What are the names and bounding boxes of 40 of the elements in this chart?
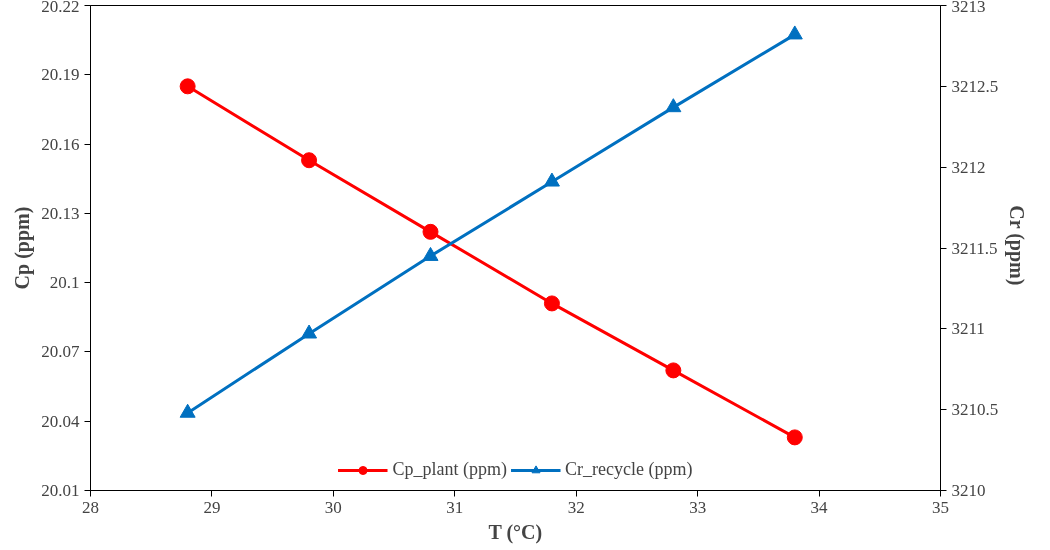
x-tick-label: 30 xyxy=(324,497,342,517)
point xyxy=(179,403,196,418)
point xyxy=(786,429,803,446)
y2-tick-label: 3212.5 xyxy=(951,76,999,96)
point xyxy=(422,223,439,240)
point xyxy=(301,324,318,339)
point xyxy=(786,25,803,40)
x-tick-label: 28 xyxy=(82,497,99,517)
y-tick-label: 20.19 xyxy=(41,65,80,85)
y-tick-label: 20.01 xyxy=(41,481,80,500)
y-tick-label: 20.22 xyxy=(41,0,80,16)
y-tick-label: 20.1 xyxy=(49,273,80,293)
y-tick-label: 20.04 xyxy=(41,411,80,431)
y-axis-title: Cp (ppm) xyxy=(11,206,35,290)
y-tick-label: 20.13 xyxy=(41,203,80,223)
point xyxy=(665,98,682,113)
point xyxy=(543,172,560,187)
point xyxy=(665,362,682,379)
y2-tick-label: 3211 xyxy=(951,319,985,339)
point xyxy=(543,295,560,312)
y-tick-label: 20.07 xyxy=(41,342,80,362)
x-tick-label: 29 xyxy=(203,497,221,517)
y2-axis-title: Cr (ppm) xyxy=(1005,205,1029,286)
point xyxy=(422,246,439,261)
point xyxy=(301,152,318,169)
y2-tick-label: 3211.5 xyxy=(951,238,998,258)
y2-tick-label: 3210.5 xyxy=(951,400,999,420)
x-tick-label: 32 xyxy=(567,497,585,517)
x-tick-label: 31 xyxy=(446,497,464,517)
x-tick-label: 35 xyxy=(932,497,949,517)
y2-tick-label: 3210 xyxy=(951,481,986,500)
x-axis-title: T (°C) xyxy=(488,520,543,544)
x-tick-label: 34 xyxy=(810,497,829,517)
y2-tick-label: 3212 xyxy=(951,157,986,177)
legend-label: Cr_recycle (ppm) xyxy=(565,459,693,480)
y2-tick-label: 3213 xyxy=(951,0,986,16)
point xyxy=(179,78,196,95)
y-tick-label: 20.16 xyxy=(41,134,80,154)
x-tick-label: 33 xyxy=(689,497,707,517)
legend-label: Cp_plant (ppm) xyxy=(392,459,508,480)
